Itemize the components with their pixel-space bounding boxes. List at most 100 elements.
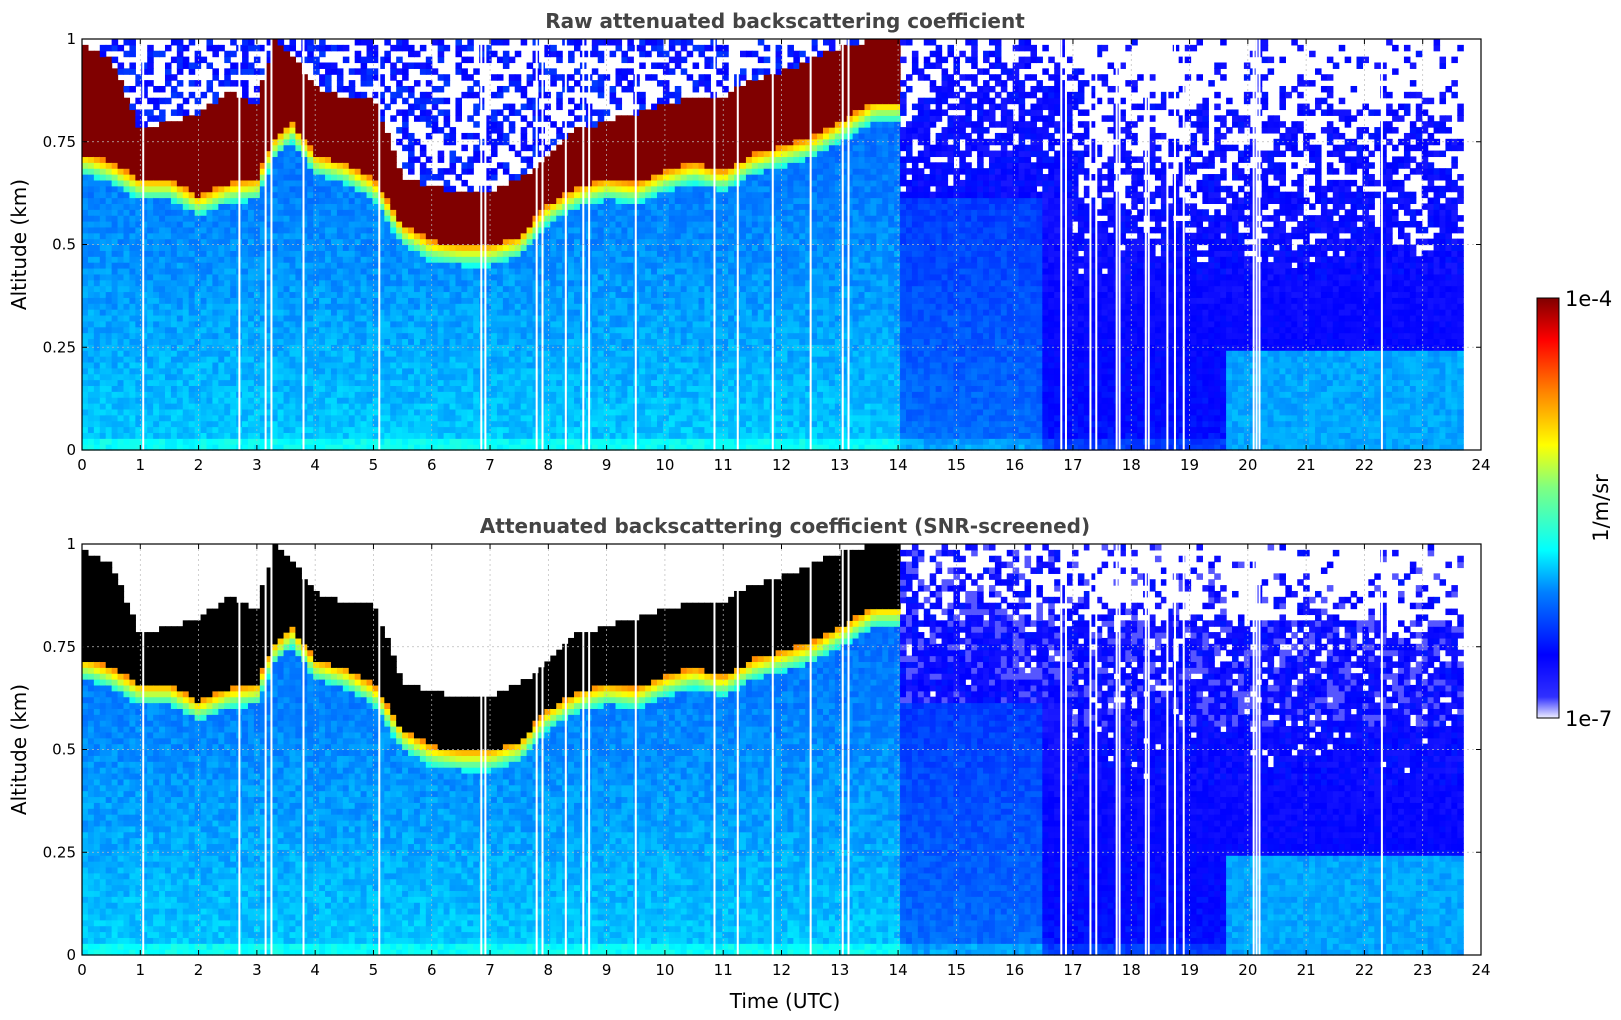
heat-cell xyxy=(289,185,297,193)
heat-cell xyxy=(348,179,356,187)
heat-cell xyxy=(467,232,474,240)
heat-cell xyxy=(247,420,255,428)
heat-cell xyxy=(390,408,397,416)
heat-cell xyxy=(271,250,279,257)
heat-cell xyxy=(147,391,154,398)
heat-cell xyxy=(259,103,267,111)
heat-cell xyxy=(188,326,196,334)
heat-cell xyxy=(437,232,445,240)
heat-cell xyxy=(313,344,320,351)
heat-cell xyxy=(425,361,433,369)
heat-cell xyxy=(271,373,279,381)
heat-cell xyxy=(330,156,338,163)
heat-cell xyxy=(307,50,314,58)
heat-cell xyxy=(413,403,421,410)
heat-cell xyxy=(265,432,273,439)
heat-cell xyxy=(473,226,480,234)
heat-cell xyxy=(514,209,522,216)
heat-cell xyxy=(325,97,332,105)
heat-cell xyxy=(544,291,551,298)
heat-cell xyxy=(99,285,107,293)
heat-cell xyxy=(259,267,267,275)
heat-cell xyxy=(93,80,101,87)
heat-cell xyxy=(384,326,391,334)
heat-cell xyxy=(188,80,196,87)
heat-cell xyxy=(99,262,107,269)
heat-cell xyxy=(170,267,178,275)
heat-cell xyxy=(224,203,231,210)
heat-cell xyxy=(437,297,445,304)
heat-cell xyxy=(307,127,314,134)
heat-cell xyxy=(129,85,136,93)
heat-cell xyxy=(366,350,374,357)
heat-cell xyxy=(259,209,267,216)
heat-cell xyxy=(200,391,208,398)
heat-cell xyxy=(289,397,297,404)
heat-cell xyxy=(135,367,142,375)
heat-cell xyxy=(188,226,196,234)
heat-cell xyxy=(467,74,474,81)
heat-cell xyxy=(82,273,89,281)
heat-cell xyxy=(105,156,113,163)
heat-cell xyxy=(295,403,302,410)
heat-cell xyxy=(372,174,379,181)
heat-cell xyxy=(265,162,273,169)
heat-cell xyxy=(366,238,374,246)
heat-cell xyxy=(319,209,326,216)
heat-cell xyxy=(218,250,225,257)
heat-cell xyxy=(283,356,291,363)
heat-cell xyxy=(319,74,326,81)
heat-cell xyxy=(141,285,148,293)
heat-cell xyxy=(556,338,563,345)
heat-cell xyxy=(485,297,492,304)
heat-cell xyxy=(313,444,320,451)
heat-cell xyxy=(342,97,350,105)
heat-cell xyxy=(437,332,445,340)
heat-cell xyxy=(396,285,403,293)
heat-cell xyxy=(117,361,125,369)
heat-cell xyxy=(283,203,291,210)
heat-cell xyxy=(479,226,486,234)
heat-cell xyxy=(336,273,344,281)
heat-cell xyxy=(129,103,136,111)
heat-cell xyxy=(508,215,516,222)
heat-cell xyxy=(99,408,107,416)
heat-cell xyxy=(182,226,190,234)
heat-cell xyxy=(87,179,95,187)
heat-cell xyxy=(111,279,119,287)
heat-cell xyxy=(413,444,421,451)
heat-cell xyxy=(455,444,462,451)
heat-cell xyxy=(396,426,403,433)
heat-cell xyxy=(182,132,190,140)
heat-cell xyxy=(164,221,172,228)
heat-cell xyxy=(82,438,89,445)
heat-cell xyxy=(135,197,142,204)
heat-cell xyxy=(425,444,433,451)
heat-cell xyxy=(271,350,279,357)
heat-cell xyxy=(301,97,308,105)
heat-cell xyxy=(105,303,113,310)
heat-cell xyxy=(99,132,107,140)
heat-cell xyxy=(289,432,297,439)
heat-cell xyxy=(176,138,184,146)
heat-cell xyxy=(206,238,214,246)
heat-cell xyxy=(123,209,131,216)
heat-cell xyxy=(336,403,344,410)
heat-cell xyxy=(319,267,326,275)
heat-cell xyxy=(87,303,95,310)
heat-cell xyxy=(289,438,297,445)
heat-cell xyxy=(224,326,231,334)
heat-cell xyxy=(87,291,95,298)
heat-cell xyxy=(111,297,119,304)
heat-cell xyxy=(526,291,534,298)
heat-cell xyxy=(99,185,107,193)
heat-cell xyxy=(93,150,101,158)
heat-cell xyxy=(366,50,374,58)
heat-cell xyxy=(188,432,196,439)
heat-cell xyxy=(325,267,332,275)
heat-cell xyxy=(93,326,101,334)
heat-cell xyxy=(170,326,178,334)
heat-cell xyxy=(200,297,208,304)
heat-cell xyxy=(176,162,184,169)
heat-cell xyxy=(123,179,131,187)
